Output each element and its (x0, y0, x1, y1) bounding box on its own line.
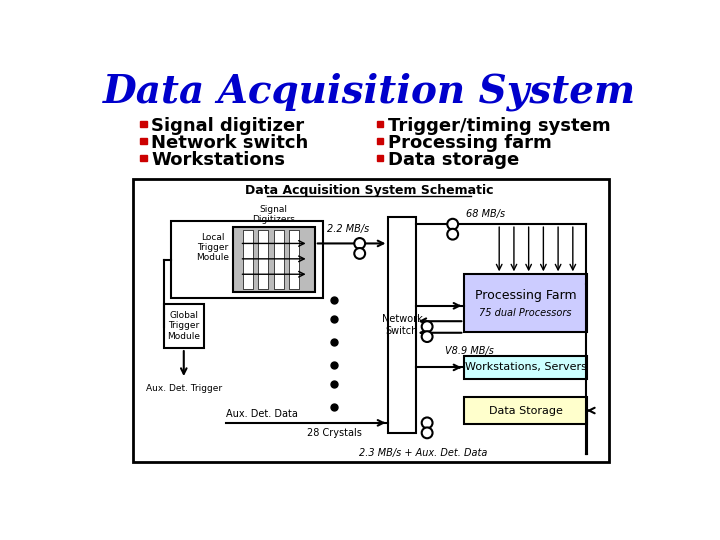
Circle shape (422, 331, 433, 342)
Text: Data Storage: Data Storage (489, 406, 562, 416)
Bar (289, 230, 300, 289)
Circle shape (422, 428, 433, 438)
Bar (140, 138, 147, 144)
Circle shape (447, 219, 458, 230)
Circle shape (354, 238, 365, 249)
Text: Trigger/timing system: Trigger/timing system (387, 117, 611, 136)
Text: Global
Trigger
Module: Global Trigger Module (167, 311, 200, 341)
Bar (140, 121, 147, 127)
Text: Data Acquisition System: Data Acquisition System (102, 72, 636, 111)
Bar (171, 221, 323, 298)
Bar (464, 397, 587, 423)
Text: Signal
Digitizers: Signal Digitizers (252, 205, 295, 224)
Text: Aux. Det. Trigger: Aux. Det. Trigger (145, 384, 222, 393)
Bar (464, 356, 587, 379)
Text: 28 Crystals: 28 Crystals (307, 428, 361, 438)
Text: 75 dual Processors: 75 dual Processors (480, 308, 572, 318)
Text: Workstations: Workstations (151, 151, 285, 169)
Circle shape (422, 417, 433, 428)
Bar (377, 138, 383, 144)
Bar (258, 230, 269, 289)
Text: Processing Farm: Processing Farm (474, 288, 577, 301)
Text: 2.3 MB/s + Aux. Det. Data: 2.3 MB/s + Aux. Det. Data (359, 448, 487, 458)
Bar (243, 230, 253, 289)
Text: 2.2 MB/s: 2.2 MB/s (327, 224, 369, 234)
Text: Local
Trigger
Module: Local Trigger Module (196, 233, 229, 262)
Bar (464, 274, 587, 332)
Bar (163, 303, 204, 348)
Circle shape (422, 321, 433, 332)
Bar (388, 217, 415, 433)
Circle shape (354, 248, 365, 259)
Text: Data storage: Data storage (387, 151, 519, 169)
Text: Data Acquisition System Schematic: Data Acquisition System Schematic (245, 184, 493, 197)
Bar (132, 179, 609, 462)
Bar (274, 230, 284, 289)
Text: Aux. Det. Data: Aux. Det. Data (225, 409, 297, 419)
Text: Workstations, Servers: Workstations, Servers (464, 362, 587, 373)
Bar (377, 155, 383, 161)
Text: Signal digitizer: Signal digitizer (151, 117, 305, 136)
Bar (140, 155, 147, 161)
Text: Processing farm: Processing farm (387, 134, 552, 152)
Text: 68 MB/s: 68 MB/s (466, 209, 505, 219)
Text: V8.9 MB/s: V8.9 MB/s (445, 346, 494, 356)
Text: Network
Switch: Network Switch (382, 314, 423, 336)
Bar (377, 121, 383, 127)
Circle shape (447, 229, 458, 240)
Text: Network switch: Network switch (151, 134, 308, 152)
Bar (233, 226, 315, 292)
